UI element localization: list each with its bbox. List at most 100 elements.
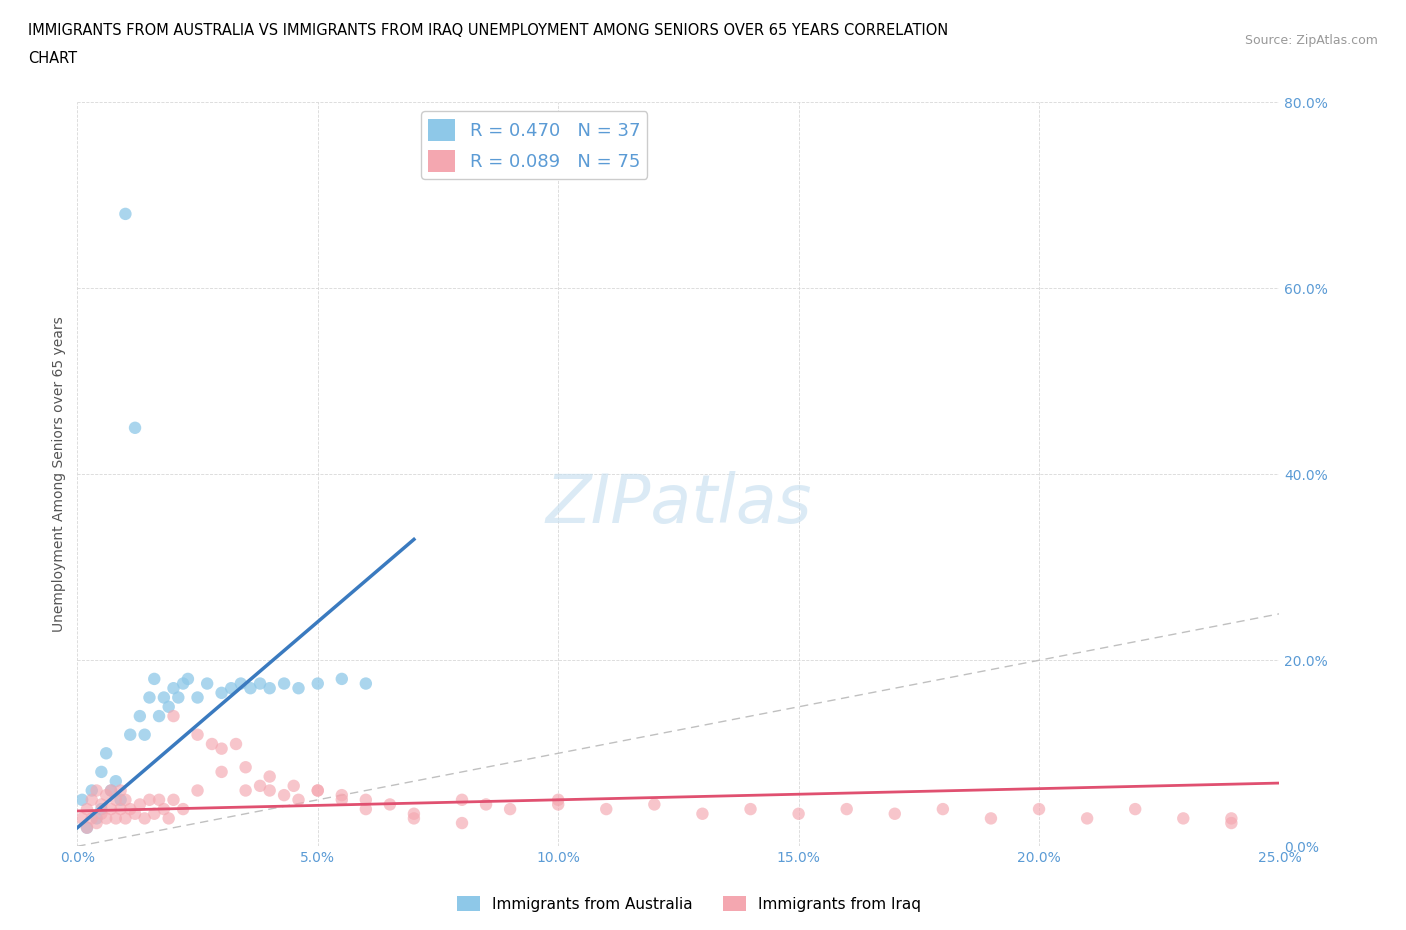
Point — [86, 811, 108, 826]
Point — [100, 783, 122, 798]
Point — [402, 811, 425, 826]
Point — [172, 802, 194, 817]
Point — [143, 671, 166, 686]
Point — [172, 676, 194, 691]
Point — [883, 806, 905, 821]
Point — [287, 792, 309, 807]
Point — [547, 797, 569, 812]
Legend: R = 0.470   N = 37, R = 0.089   N = 75: R = 0.470 N = 37, R = 0.089 N = 75 — [420, 112, 647, 179]
Point — [259, 681, 281, 696]
Point — [287, 681, 309, 696]
Point — [124, 806, 146, 821]
Point — [378, 797, 401, 812]
Text: IMMIGRANTS FROM AUSTRALIA VS IMMIGRANTS FROM IRAQ UNEMPLOYMENT AMONG SENIORS OVE: IMMIGRANTS FROM AUSTRALIA VS IMMIGRANTS … — [28, 23, 949, 38]
Text: ZIPatlas: ZIPatlas — [546, 472, 811, 537]
Point — [96, 811, 118, 826]
Point — [451, 792, 474, 807]
Point — [229, 676, 252, 691]
Point — [153, 802, 176, 817]
Point — [114, 811, 136, 826]
Point — [110, 792, 132, 807]
Point — [104, 811, 127, 826]
Point — [330, 671, 353, 686]
Point — [80, 783, 103, 798]
Point — [162, 709, 184, 724]
Point — [307, 783, 329, 798]
Point — [211, 741, 233, 756]
Point — [96, 746, 118, 761]
Point — [110, 802, 132, 817]
Point — [96, 788, 118, 803]
Point — [195, 676, 218, 691]
Point — [124, 420, 146, 435]
Point — [100, 802, 122, 817]
Point — [120, 802, 142, 817]
Point — [932, 802, 955, 817]
Point — [273, 788, 295, 803]
Point — [143, 806, 166, 821]
Point — [259, 769, 281, 784]
Point — [259, 783, 281, 798]
Point — [80, 811, 103, 826]
Point — [595, 802, 617, 817]
Point — [354, 802, 377, 817]
Point — [86, 816, 108, 830]
Point — [283, 778, 305, 793]
Point — [70, 792, 93, 807]
Point — [114, 792, 136, 807]
Point — [157, 811, 180, 826]
Point — [186, 783, 209, 798]
Point — [186, 727, 209, 742]
Point — [1076, 811, 1098, 826]
Point — [1028, 802, 1050, 817]
Point — [138, 690, 160, 705]
Point — [235, 760, 257, 775]
Point — [354, 792, 377, 807]
Point — [100, 783, 122, 798]
Point — [70, 811, 93, 826]
Point — [211, 685, 233, 700]
Point — [186, 690, 209, 705]
Point — [138, 792, 160, 807]
Point — [1123, 802, 1146, 817]
Point — [162, 792, 184, 807]
Y-axis label: Unemployment Among Seniors over 65 years: Unemployment Among Seniors over 65 years — [52, 316, 66, 632]
Point — [354, 676, 377, 691]
Point — [1220, 816, 1243, 830]
Point — [177, 671, 200, 686]
Point — [239, 681, 262, 696]
Point — [104, 792, 127, 807]
Point — [90, 764, 112, 779]
Point — [835, 802, 858, 817]
Point — [114, 206, 136, 221]
Point — [980, 811, 1002, 826]
Point — [643, 797, 665, 812]
Point — [249, 676, 271, 691]
Point — [120, 727, 142, 742]
Point — [90, 806, 112, 821]
Point — [128, 709, 150, 724]
Point — [330, 792, 353, 807]
Point — [402, 806, 425, 821]
Point — [80, 792, 103, 807]
Point — [273, 676, 295, 691]
Point — [128, 797, 150, 812]
Point — [90, 802, 112, 817]
Point — [692, 806, 714, 821]
Point — [162, 681, 184, 696]
Point — [134, 811, 156, 826]
Point — [475, 797, 498, 812]
Point — [110, 783, 132, 798]
Point — [787, 806, 810, 821]
Point — [1220, 811, 1243, 826]
Point — [211, 764, 233, 779]
Point — [76, 820, 98, 835]
Point — [330, 788, 353, 803]
Point — [167, 690, 190, 705]
Point — [148, 709, 170, 724]
Point — [76, 820, 98, 835]
Point — [90, 797, 112, 812]
Point — [134, 727, 156, 742]
Point — [219, 681, 242, 696]
Point — [547, 792, 569, 807]
